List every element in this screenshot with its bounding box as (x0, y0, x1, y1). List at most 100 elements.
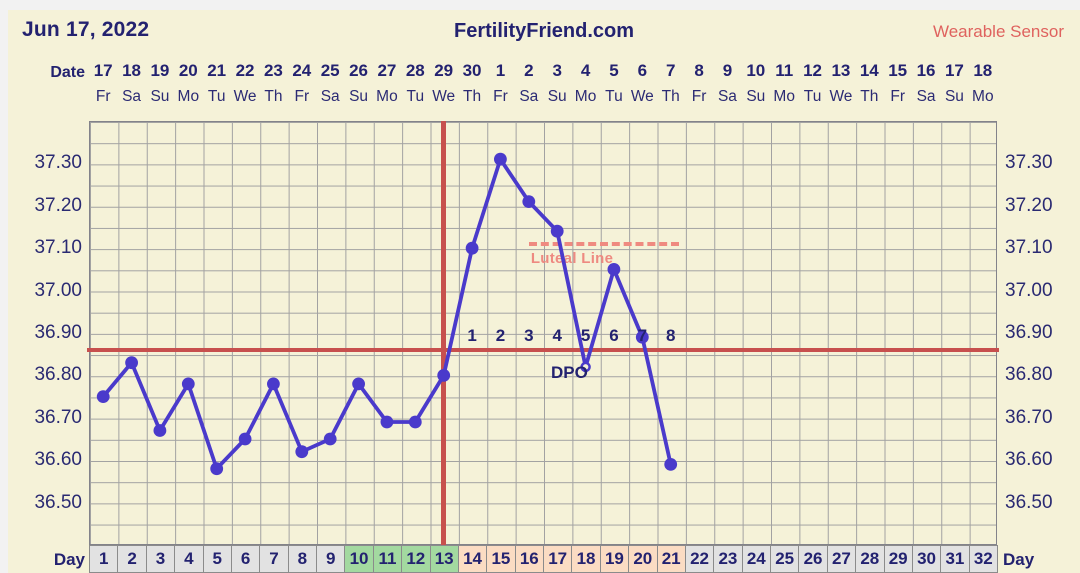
sensor-mode-label[interactable]: Wearable Sensor (932, 22, 1064, 41)
day-cell[interactable]: 28 (855, 545, 885, 573)
day-axis-caption-left: Day (53, 550, 85, 569)
temp-tick-left: 36.70 (34, 406, 82, 428)
temp-tick-left: 36.60 (34, 449, 82, 471)
dpo-number: 1 (467, 326, 477, 345)
day-cell[interactable]: 21 (656, 545, 686, 573)
day-cell[interactable]: 2 (117, 545, 147, 573)
weekday-tick: Su (746, 88, 766, 105)
day-cell[interactable]: 30 (911, 545, 942, 573)
temp-tick-right: 36.60 (1005, 449, 1053, 471)
weekday-tick: Su (150, 88, 170, 105)
day-cell[interactable]: 27 (826, 545, 857, 573)
dpo-number: 8 (665, 326, 676, 345)
day-axis-caption-right: Day (1003, 550, 1035, 569)
day-cell[interactable]: 15 (486, 545, 516, 573)
date-tick: 23 (263, 61, 283, 80)
site-title: FertilityFriend.com (453, 20, 635, 42)
day-cell[interactable]: 31 (940, 545, 970, 573)
weekday-tick: Sa (519, 88, 539, 105)
temp-tick-right: 37.10 (1005, 237, 1053, 259)
weekday-tick: Sa (122, 88, 142, 105)
day-cell[interactable]: 17 (543, 545, 573, 573)
weekday-tick: Mo (574, 88, 597, 105)
date-tick: 14 (859, 61, 879, 80)
luteal-line (528, 241, 679, 246)
day-cell[interactable]: 25 (770, 545, 800, 573)
temp-tick-right: 36.50 (1005, 491, 1053, 513)
day-cell[interactable]: 10 (344, 545, 374, 573)
temp-tick-right: 36.70 (1005, 406, 1053, 428)
day-cell[interactable]: 22 (684, 545, 715, 573)
day-cell[interactable]: 24 (741, 545, 771, 573)
day-cell[interactable]: 13 (429, 545, 459, 573)
temp-tick-right: 37.00 (1005, 279, 1053, 301)
day-cell[interactable]: 32 (968, 545, 998, 573)
date-tick: 26 (349, 61, 369, 80)
weekday-tick: Mo (177, 88, 200, 105)
weekday-tick: We (233, 88, 257, 105)
weekday-tick: We (829, 88, 853, 105)
date-tick: 28 (405, 61, 425, 80)
dpo-number: 7 (637, 326, 648, 345)
day-cell[interactable]: 9 (316, 545, 346, 573)
weekday-tick: Sa (717, 88, 737, 105)
day-cell[interactable]: 5 (202, 545, 232, 573)
weekday-tick: Mo (376, 88, 398, 105)
date-tick: 16 (916, 61, 936, 80)
weekday-tick: Th (661, 88, 680, 105)
day-cell[interactable]: 6 (230, 545, 261, 573)
dpo-number: 5 (580, 326, 591, 345)
weekday-tick: Su (944, 88, 964, 105)
date-tick: 17 (93, 61, 113, 80)
dpo-number: 2 (495, 326, 506, 345)
day-cell[interactable]: 4 (174, 545, 204, 573)
day-cell[interactable]: 12 (401, 545, 431, 573)
weekday-tick: Mo (972, 88, 994, 105)
date-tick: 10 (746, 61, 766, 80)
day-cell[interactable]: 19 (599, 545, 630, 573)
weekday-tick: Th (860, 88, 879, 105)
weekday-tick: Fr (493, 88, 508, 105)
date-tick: 30 (462, 61, 482, 80)
date-tick: 18 (973, 61, 993, 80)
luteal-line-label: Luteal Line (530, 249, 614, 267)
chart-page: Jun 17, 2022 FertilityFriend.com Wearabl… (8, 10, 1080, 573)
temp-tick-left: 37.20 (34, 194, 82, 216)
day-cell[interactable]: 16 (514, 545, 544, 573)
date-tick: 3 (552, 61, 562, 80)
date-tick: 24 (292, 61, 312, 80)
date-tick: 15 (888, 61, 908, 80)
weekday-tick: Fr (294, 88, 310, 105)
weekday-tick: We (432, 88, 456, 105)
date-tick: 5 (609, 61, 619, 80)
day-cell[interactable]: 18 (571, 545, 601, 573)
date-tick: 8 (694, 61, 704, 80)
date-tick: 1 (495, 61, 506, 80)
day-cell[interactable]: 14 (457, 545, 488, 573)
temp-tick-right: 36.80 (1005, 364, 1053, 386)
temp-tick-left: 36.50 (34, 491, 82, 513)
day-cell[interactable]: 8 (287, 545, 317, 573)
date-tick: 25 (320, 61, 340, 80)
date-tick: 21 (207, 61, 227, 80)
day-cell[interactable]: 29 (883, 545, 913, 573)
day-cell[interactable]: 3 (145, 545, 176, 573)
dpo-number: 4 (552, 326, 562, 345)
date-tick: 2 (524, 61, 534, 80)
day-cell[interactable]: 26 (798, 545, 828, 573)
weekday-tick: Fr (95, 88, 111, 105)
weekday-tick: Sa (320, 88, 340, 105)
weekday-tick: We (630, 88, 654, 105)
date-tick: 4 (580, 61, 591, 80)
date-tick: 6 (637, 61, 648, 80)
dpo-number: 6 (609, 326, 619, 345)
weekday-tick: Tu (406, 88, 425, 105)
day-cell[interactable]: 1 (89, 545, 119, 573)
temp-tick-left: 37.00 (34, 279, 82, 301)
date-tick: 18 (122, 61, 142, 80)
day-cell[interactable]: 11 (372, 545, 403, 573)
day-cell[interactable]: 23 (713, 545, 743, 573)
date-axis-row: 17 18 19 20 21 22 23 24 25 26 27 28 29 30 1 2 3 4 5 6 7 8 9 10 1… (8, 62, 1080, 80)
day-cell[interactable]: 20 (628, 545, 658, 573)
day-cell[interactable]: 7 (259, 545, 289, 573)
